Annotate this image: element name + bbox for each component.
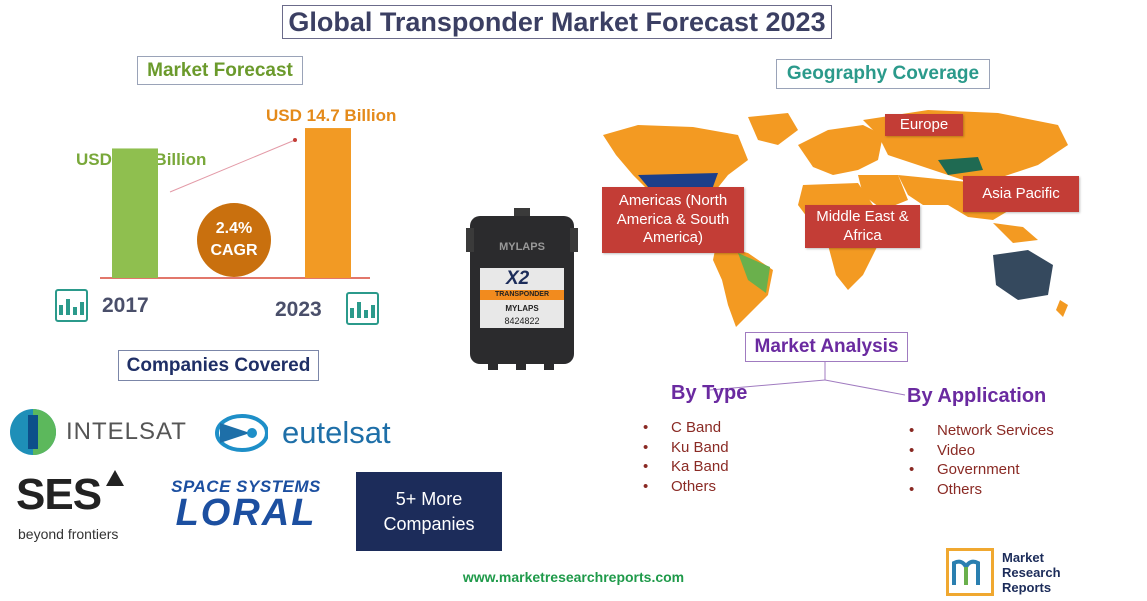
region-middle-east-africa: Middle East & Africa [805, 205, 920, 248]
mrr-line2: Research [1002, 564, 1061, 580]
intelsat-logo: INTELSAT [8, 406, 208, 458]
mrr-logo: Market Research Reports [946, 546, 1076, 598]
ses-name: SES [16, 470, 102, 519]
cagr-badge: 2.4% CAGR [197, 203, 271, 277]
intelsat-globe-icon [10, 409, 56, 455]
mrr-line3: Reports [1002, 579, 1052, 595]
device-brand-top: MYLAPS [499, 241, 545, 253]
by-application-heading: By Application [907, 385, 1047, 407]
ssl-bottom-text: LORAL [175, 492, 317, 534]
map-greenland [748, 113, 798, 145]
bar-2017 [112, 148, 158, 278]
map-north-america [603, 125, 748, 223]
bar-chart-icon [55, 289, 88, 322]
ses-triangle-icon [106, 470, 124, 486]
list-item: Others [643, 477, 729, 497]
region-asia-pacific: Asia Pacific [963, 176, 1079, 212]
bar-2023 [305, 128, 351, 278]
list-item: Video [909, 441, 1054, 461]
list-item: Ka Band [643, 457, 729, 477]
device-model: X2 [506, 268, 530, 289]
market-analysis-label: Market Analysis [745, 332, 908, 362]
list-item: Ku Band [643, 438, 729, 458]
map-europe [798, 125, 883, 175]
cagr-value: 2.4% [215, 220, 253, 238]
year-2023-label: 2023 [275, 298, 322, 321]
list-item: Network Services [909, 421, 1054, 441]
forecast-bar-chart [100, 128, 370, 279]
eutelsat-logo: eutelsat [212, 410, 422, 456]
by-type-list: C Band Ku Band Ka Band Others [643, 418, 729, 496]
mrr-m-glyph [952, 559, 980, 585]
more-companies-box: 5+ More Companies [356, 472, 502, 551]
list-item: Government [909, 460, 1054, 480]
map-middle-east [858, 175, 908, 210]
map-indonesia [993, 223, 1038, 243]
cagr-label: CAGR [210, 242, 258, 259]
year-2017-label: 2017 [102, 294, 149, 317]
map-brazil [738, 253, 770, 293]
eutelsat-swirl-icon [215, 414, 268, 452]
map-new-zealand [1056, 300, 1068, 317]
list-item: C Band [643, 418, 729, 438]
device-brand-bottom: MYLAPS [505, 304, 539, 313]
intelsat-name: INTELSAT [66, 418, 187, 445]
page-title: Global Transponder Market Forecast 2023 [282, 5, 832, 39]
market-forecast-label: Market Forecast [137, 56, 303, 85]
region-europe: Europe [885, 114, 963, 136]
device-type-label: TRANSPONDER [494, 291, 550, 298]
by-type-heading: By Type [671, 382, 748, 404]
value-2023-label: USD 14.7 Billion [266, 106, 397, 125]
map-mongolia [938, 157, 983, 175]
footer-url[interactable]: www.marketresearchreports.com [462, 569, 685, 585]
transponder-device-image: MYLAPS X2 TRANSPONDER MYLAPS 8424822 [466, 208, 578, 372]
growth-arrow-line [169, 139, 296, 193]
ses-logo: SES beyond frontiers [16, 470, 136, 546]
bar-chart-icon [346, 292, 379, 325]
mrr-text: Market Research Reports [1002, 550, 1061, 595]
region-americas: Americas (North America & South America) [602, 187, 744, 253]
ses-tagline: beyond frontiers [18, 526, 119, 542]
map-australia [993, 250, 1053, 300]
growth-arrow-head [293, 138, 297, 142]
ssl-top-text: SPACE SYSTEMS [171, 477, 321, 496]
list-item: Others [909, 480, 1054, 500]
analysis-connector-lines [709, 362, 906, 396]
mrr-m-icon [946, 548, 994, 596]
eutelsat-name: eutelsat [282, 415, 391, 450]
device-serial: 8424822 [504, 316, 540, 326]
mrr-line1: Market [1002, 549, 1044, 565]
transponder-body [466, 208, 578, 370]
companies-covered-label: Companies Covered [118, 350, 319, 381]
geography-coverage-label: Geography Coverage [776, 59, 990, 89]
by-application-list: Network Services Video Government Others [909, 421, 1054, 499]
space-systems-loral-logo: SPACE SYSTEMS LORAL [142, 477, 350, 534]
